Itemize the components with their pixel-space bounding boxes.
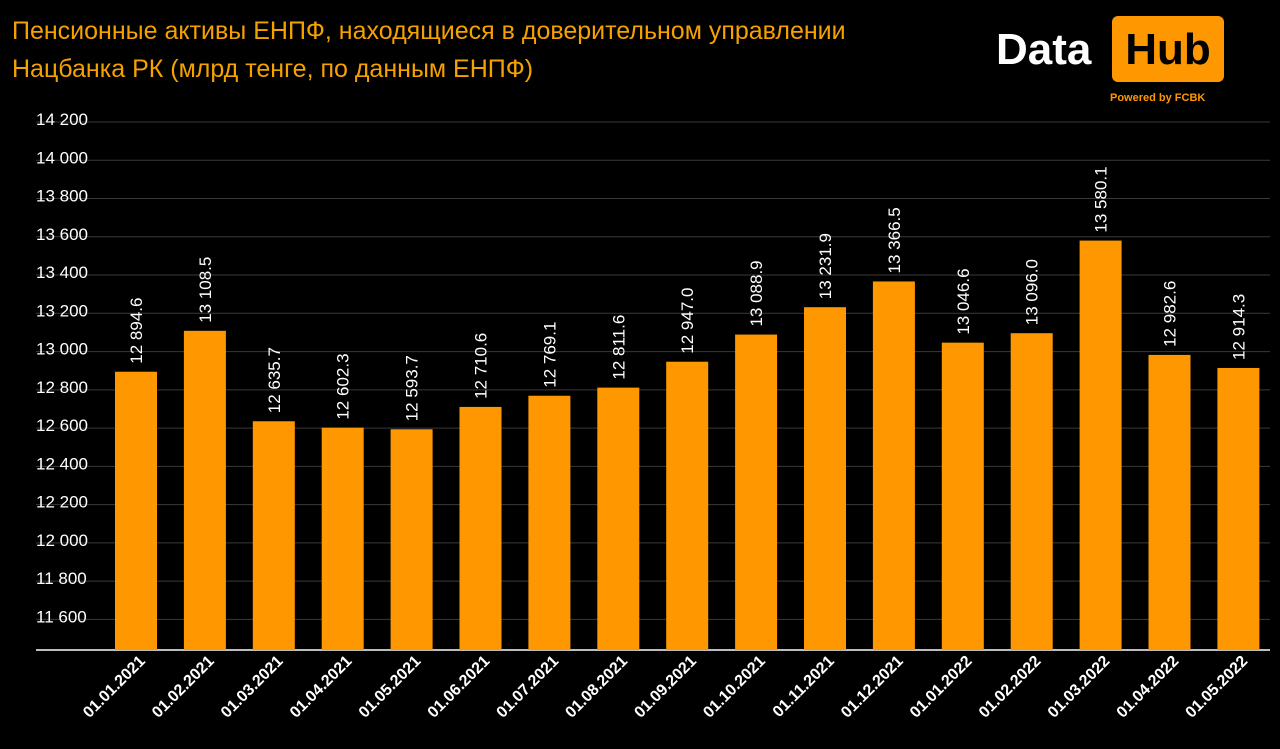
value-label: 13 580.1	[1092, 166, 1111, 232]
value-label: 13 088.9	[747, 260, 766, 326]
value-label: 12 811.6	[609, 315, 628, 380]
x-tick-label: 01.07.2021	[494, 653, 563, 722]
bar	[321, 427, 364, 650]
y-tick-label: 13 200	[36, 301, 88, 320]
y-tick-label: 14 200	[36, 110, 88, 129]
value-label: 13 108.5	[196, 257, 215, 323]
x-tick-label: 01.12.2021	[838, 653, 907, 722]
value-label: 12 914.3	[1229, 294, 1248, 360]
y-tick-label: 11 800	[36, 569, 87, 588]
chart-title: Пенсионные активы ЕНПФ, находящиеся в до…	[12, 12, 952, 88]
bar	[1079, 240, 1122, 650]
y-tick-label: 13 000	[36, 340, 88, 359]
value-label: 12 769.1	[540, 322, 559, 388]
bar	[666, 361, 709, 650]
x-tick-label: 01.11.2021	[770, 653, 838, 721]
x-tick-label: 01.04.2021	[287, 653, 356, 722]
value-label: 13 096.0	[1023, 259, 1042, 325]
logo-box-word: Hub	[1125, 25, 1211, 74]
x-tick-label: 01.08.2021	[562, 653, 631, 722]
x-tick-label: 01.05.2022	[1183, 653, 1252, 722]
x-tick-label: 01.04.2022	[1114, 653, 1183, 722]
bar	[528, 395, 571, 650]
value-label: 12 602.3	[334, 353, 353, 419]
value-label: 12 593.7	[403, 355, 422, 421]
bar	[735, 334, 778, 650]
bar	[459, 406, 502, 650]
y-tick-label: 11 600	[36, 607, 87, 626]
bar	[252, 421, 295, 650]
y-tick-label: 12 200	[36, 493, 88, 512]
bar	[1148, 354, 1191, 650]
chart-title-line-1: Пенсионные активы ЕНПФ, находящиеся в до…	[12, 17, 846, 45]
x-tick-label: 01.03.2021	[218, 653, 287, 722]
y-tick-label: 12 800	[36, 378, 88, 397]
x-tick-label: 01.02.2022	[976, 653, 1045, 722]
y-tick-label: 13 600	[36, 225, 88, 244]
bar	[183, 330, 226, 650]
value-label: 12 635.7	[265, 347, 284, 413]
x-tick-label: 01.01.2022	[907, 653, 976, 722]
value-label: 13 231.9	[816, 233, 835, 299]
x-tick-label: 01.06.2021	[425, 653, 494, 722]
y-tick-label: 13 800	[36, 187, 88, 206]
y-tick-label: 12 400	[36, 454, 88, 473]
y-tick-label: 14 000	[36, 148, 88, 167]
y-tick-label: 12 600	[36, 416, 88, 435]
bar	[1217, 367, 1260, 650]
x-tick-label: 01.03.2022	[1045, 653, 1114, 722]
bar	[872, 281, 915, 650]
bar	[1010, 333, 1053, 650]
x-tick-label: 01.01.2021	[80, 653, 149, 722]
x-tick-label: 01.02.2021	[149, 653, 218, 722]
value-label: 13 046.6	[954, 268, 973, 334]
logo-box: Hub	[1112, 16, 1224, 82]
bar	[941, 342, 984, 650]
chart-title-line-2: Нацбанка РК (млрд тенге, по данным ЕНПФ)	[12, 55, 534, 83]
x-tick-label: 01.05.2021	[356, 653, 425, 722]
logo-word: Data	[996, 25, 1092, 74]
value-label: 12 982.6	[1161, 281, 1180, 347]
value-label: 13 366.5	[885, 207, 904, 273]
bar	[115, 371, 157, 650]
bar	[597, 387, 640, 650]
x-tick-label: 01.09.2021	[631, 653, 700, 722]
logo-tagline: Powered by FCBK	[1110, 92, 1206, 104]
y-tick-label: 12 000	[36, 531, 88, 550]
x-tick-label: 01.10.2021	[700, 653, 769, 722]
y-tick-label: 13 400	[36, 263, 88, 282]
datahub-logo: Data Hub Powered by FCBK	[996, 16, 1226, 106]
bar	[804, 307, 846, 650]
value-label: 12 894.6	[127, 298, 146, 364]
value-label: 12 710.6	[472, 333, 491, 399]
value-label: 12 947.0	[678, 288, 697, 354]
bar	[390, 429, 433, 650]
